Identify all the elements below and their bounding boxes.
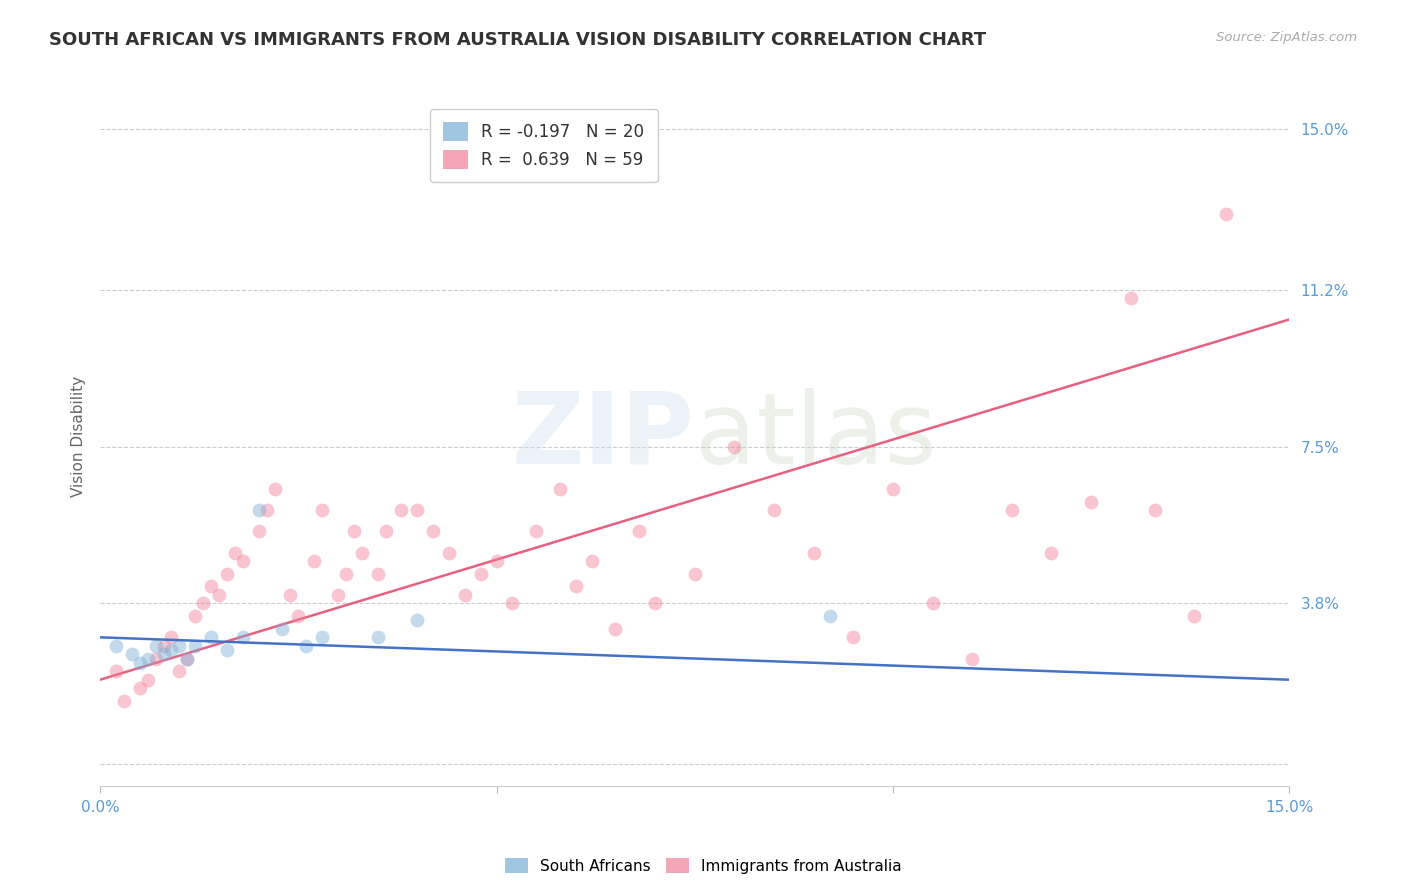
Point	[422, 524, 444, 539]
Point	[184, 609, 207, 624]
Text: atlas: atlas	[695, 387, 936, 484]
Point	[169, 665, 191, 679]
Point	[406, 503, 429, 517]
Point	[1040, 545, 1063, 559]
Point	[367, 566, 389, 581]
Point	[145, 651, 167, 665]
Point	[454, 588, 477, 602]
Point	[326, 588, 349, 602]
Point	[121, 648, 143, 662]
Point	[104, 639, 127, 653]
Point	[581, 554, 603, 568]
Point	[921, 596, 943, 610]
Point	[605, 622, 627, 636]
Point	[112, 694, 135, 708]
Point	[152, 648, 174, 662]
Point	[145, 639, 167, 653]
Point	[215, 643, 238, 657]
Point	[169, 639, 191, 653]
Point	[723, 440, 745, 454]
Point	[193, 596, 215, 610]
Point	[842, 630, 865, 644]
Point	[152, 639, 174, 653]
Text: ZIP: ZIP	[512, 387, 695, 484]
Point	[335, 566, 357, 581]
Point	[485, 554, 508, 568]
Point	[1182, 609, 1205, 624]
Point	[232, 630, 254, 644]
Point	[389, 503, 412, 517]
Legend: South Africans, Immigrants from Australia: South Africans, Immigrants from Australi…	[499, 852, 907, 880]
Point	[200, 630, 222, 644]
Point	[803, 545, 825, 559]
Point	[128, 656, 150, 670]
Point	[763, 503, 786, 517]
Text: SOUTH AFRICAN VS IMMIGRANTS FROM AUSTRALIA VISION DISABILITY CORRELATION CHART: SOUTH AFRICAN VS IMMIGRANTS FROM AUSTRAL…	[49, 31, 987, 49]
Point	[818, 609, 841, 624]
Point	[247, 524, 270, 539]
Point	[367, 630, 389, 644]
Point	[470, 566, 492, 581]
Point	[224, 545, 246, 559]
Point	[232, 554, 254, 568]
Point	[406, 613, 429, 627]
Point	[176, 651, 198, 665]
Point	[176, 651, 198, 665]
Point	[501, 596, 523, 610]
Point	[247, 503, 270, 517]
Point	[437, 545, 460, 559]
Point	[208, 588, 231, 602]
Point	[350, 545, 373, 559]
Point	[644, 596, 666, 610]
Point	[1143, 503, 1166, 517]
Point	[1215, 206, 1237, 220]
Point	[882, 482, 904, 496]
Point	[104, 665, 127, 679]
Point	[683, 566, 706, 581]
Point	[271, 622, 294, 636]
Point	[1080, 494, 1102, 508]
Point	[280, 588, 302, 602]
Point	[184, 639, 207, 653]
Point	[200, 579, 222, 593]
Point	[960, 651, 983, 665]
Point	[128, 681, 150, 696]
Point	[565, 579, 588, 593]
Point	[287, 609, 309, 624]
Text: Source: ZipAtlas.com: Source: ZipAtlas.com	[1216, 31, 1357, 45]
Point	[548, 482, 571, 496]
Point	[160, 643, 183, 657]
Y-axis label: Vision Disability: Vision Disability	[72, 376, 86, 497]
Point	[215, 566, 238, 581]
Point	[311, 630, 333, 644]
Point	[256, 503, 278, 517]
Point	[628, 524, 651, 539]
Point	[343, 524, 366, 539]
Point	[1001, 503, 1024, 517]
Point	[160, 630, 183, 644]
Point	[311, 503, 333, 517]
Point	[302, 554, 325, 568]
Point	[263, 482, 285, 496]
Legend: R = -0.197   N = 20, R =  0.639   N = 59: R = -0.197 N = 20, R = 0.639 N = 59	[430, 109, 658, 182]
Point	[136, 673, 159, 687]
Point	[374, 524, 396, 539]
Point	[295, 639, 318, 653]
Point	[524, 524, 547, 539]
Point	[1119, 291, 1142, 305]
Point	[136, 651, 159, 665]
